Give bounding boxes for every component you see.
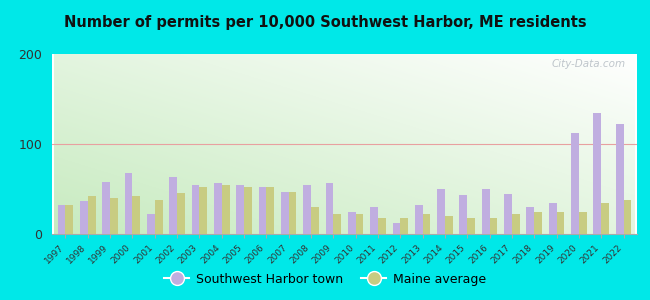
Bar <box>80 201 88 234</box>
Bar <box>88 196 96 234</box>
Bar <box>155 200 162 234</box>
Bar <box>378 218 386 234</box>
Bar <box>593 112 601 234</box>
Bar <box>504 194 512 234</box>
Bar <box>601 202 609 234</box>
Bar <box>333 214 341 234</box>
Bar <box>534 212 542 234</box>
Bar <box>415 205 422 234</box>
Bar <box>177 193 185 234</box>
Bar <box>437 189 445 234</box>
Bar <box>214 183 222 234</box>
Bar <box>348 212 356 234</box>
Bar <box>200 187 207 234</box>
Bar <box>370 207 378 234</box>
Bar <box>303 184 311 234</box>
Bar <box>616 124 623 234</box>
Bar <box>133 196 140 234</box>
Bar <box>259 187 266 234</box>
Bar <box>571 133 579 234</box>
Bar <box>400 218 408 234</box>
Bar <box>102 182 110 234</box>
Bar <box>58 205 66 234</box>
Bar <box>422 214 430 234</box>
Bar <box>526 207 534 234</box>
Bar <box>192 184 200 234</box>
Bar <box>579 212 587 234</box>
Bar <box>110 198 118 234</box>
Bar <box>125 173 133 234</box>
Bar <box>482 189 489 234</box>
Bar <box>489 218 497 234</box>
Bar <box>549 202 556 234</box>
Bar <box>281 192 289 234</box>
Bar <box>623 200 631 234</box>
Bar <box>512 214 520 234</box>
Bar <box>356 214 363 234</box>
Bar <box>66 205 73 234</box>
Bar <box>393 223 400 234</box>
Legend: Southwest Harbor town, Maine average: Southwest Harbor town, Maine average <box>159 268 491 291</box>
Bar <box>556 212 564 234</box>
Text: City-Data.com: City-Data.com <box>551 59 625 69</box>
Bar <box>244 187 252 234</box>
Text: Number of permits per 10,000 Southwest Harbor, ME residents: Number of permits per 10,000 Southwest H… <box>64 15 586 30</box>
Bar <box>326 183 333 234</box>
Bar <box>289 192 296 234</box>
Bar <box>445 216 453 234</box>
Bar <box>147 214 155 234</box>
Bar <box>266 187 274 234</box>
Bar <box>222 184 229 234</box>
Bar <box>169 177 177 234</box>
Bar <box>460 195 467 234</box>
Bar <box>467 218 475 234</box>
Bar <box>236 184 244 234</box>
Bar <box>311 207 318 234</box>
